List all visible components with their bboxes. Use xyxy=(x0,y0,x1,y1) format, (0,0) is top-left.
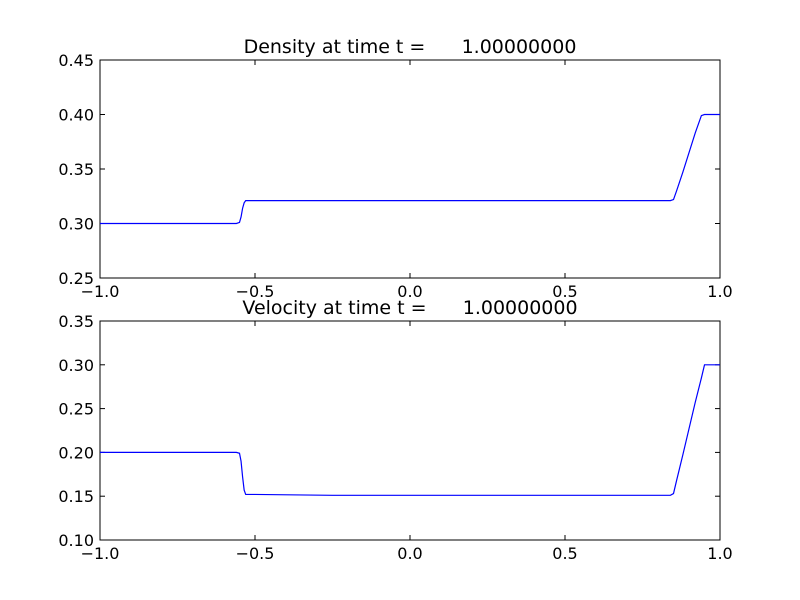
density-ytick-label: 0.35 xyxy=(58,160,94,179)
velocity-xtick-label: −0.5 xyxy=(236,544,275,563)
density-xtick-label: 1.0 xyxy=(707,282,732,301)
velocity-xtick-label: 0.0 xyxy=(397,544,422,563)
velocity-series-line xyxy=(100,364,720,496)
velocity-xtick-label: −1.0 xyxy=(81,544,120,563)
density-ytick-label: 0.40 xyxy=(58,106,94,125)
velocity-ytick-label: 0.30 xyxy=(58,356,94,375)
velocity-ytick-label: 0.15 xyxy=(58,487,94,506)
velocity-ytick-label: 0.10 xyxy=(58,531,94,550)
velocity-ytick-label: 0.20 xyxy=(58,443,94,462)
velocity-chart: −1.0 −0.5 0.0 0.5 1.0 0.10 0.15 0.20 0.25 0.30 0.3… xyxy=(58,297,732,563)
velocity-xtick-label: 1.0 xyxy=(707,544,732,563)
density-xtick-label: 0.5 xyxy=(552,282,577,301)
density-xtick-label: −1.0 xyxy=(81,282,120,301)
density-ytick-label: 0.45 xyxy=(58,51,94,70)
density-axes-frame xyxy=(99,59,721,279)
velocity-axes-frame xyxy=(99,320,721,541)
velocity-ytick-label: 0.35 xyxy=(58,312,94,331)
density-ytick-label: 0.25 xyxy=(58,269,94,288)
velocity-ytick-label: 0.25 xyxy=(58,400,94,419)
density-chart-title: Density at time t = 1.00000000 xyxy=(244,36,577,58)
velocity-xtick-label: 0.5 xyxy=(552,544,577,563)
velocity-chart-title: Velocity at time t = 1.00000000 xyxy=(242,297,577,319)
density-xtick-label: 0.0 xyxy=(397,282,422,301)
density-ytick-label: 0.30 xyxy=(58,215,94,234)
density-chart: −1.0 −0.5 0.0 0.5 1.0 0.25 0.30 0.35 0.40 0.45 Den… xyxy=(58,36,732,301)
density-xtick-label: −0.5 xyxy=(236,282,275,301)
density-series-line xyxy=(100,113,720,225)
